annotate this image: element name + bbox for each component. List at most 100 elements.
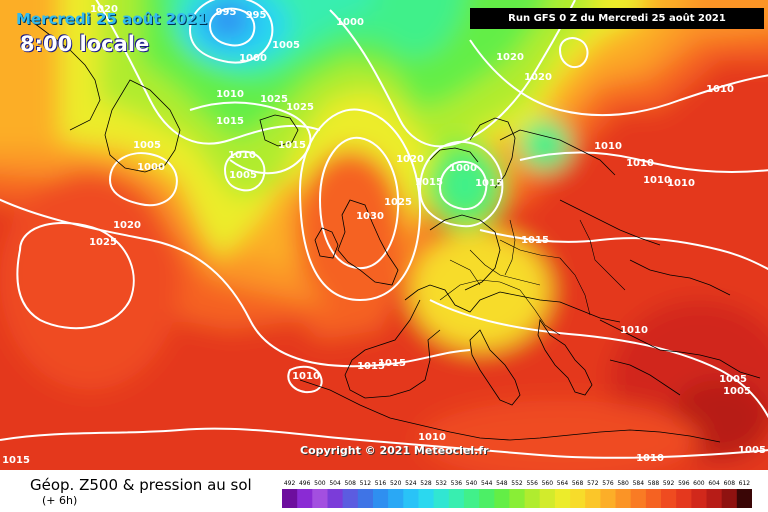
isobar-label: 1010	[643, 175, 671, 186]
scale-value-label: 516	[375, 480, 387, 487]
isobar-label: 1010	[418, 432, 446, 443]
isobar-label: 1000	[137, 162, 165, 173]
scale-value-label: 564	[557, 480, 569, 487]
scale-swatch	[706, 489, 723, 508]
scale-value-label: 580	[617, 480, 629, 487]
scale-swatch	[736, 489, 752, 508]
isobar-label: 1010	[216, 89, 244, 100]
isobar-label: 995	[246, 10, 267, 21]
scale-value-label: 576	[602, 480, 614, 487]
isobar-label: 1020	[90, 4, 118, 15]
scale-value-label: 560	[542, 480, 554, 487]
scale-value-label: 508	[344, 480, 356, 487]
isobar-label: 1015	[357, 361, 385, 372]
scale-swatch	[463, 489, 480, 508]
isobar-label: 1010	[706, 84, 734, 95]
isobar-label: 1010	[292, 371, 320, 382]
isobar-label: 1005	[723, 386, 751, 397]
scale-value-label: 604	[708, 480, 720, 487]
isobar-label: 1005	[272, 40, 300, 51]
scale-swatch	[721, 489, 738, 508]
scale-swatch	[282, 489, 298, 508]
isobar-label: 1005	[229, 170, 257, 181]
scale-value-label: 544	[481, 480, 493, 487]
isobar-label: 1020	[524, 72, 552, 83]
isobar-label: 1020	[113, 220, 141, 231]
isobar-label: 1005	[719, 374, 747, 385]
scale-swatch	[509, 489, 526, 508]
coastlines	[29, 19, 761, 443]
isobar-label: 1025	[286, 102, 314, 113]
isobar-label: 1000	[449, 163, 477, 174]
scale-value-label: 512	[360, 480, 372, 487]
scale-swatch	[297, 489, 313, 508]
isobar-label: 1015	[415, 177, 443, 188]
scale-swatch	[327, 489, 344, 508]
isobar-label: 995	[216, 7, 237, 18]
scale-value-label: 520	[390, 480, 402, 487]
scale-swatch	[403, 489, 419, 508]
scale-value-label: 572	[587, 480, 599, 487]
scale-swatch	[448, 489, 465, 508]
scale-value-label: 504	[329, 480, 341, 487]
isobar-label: 1010	[228, 150, 256, 161]
scale-value-label: 492	[284, 480, 296, 487]
isobar-label: 1015	[521, 235, 549, 246]
scale-value-label: 592	[663, 480, 675, 487]
scale-swatch	[494, 489, 510, 508]
scale-swatch	[630, 489, 647, 508]
scale-value-label: 584	[633, 480, 645, 487]
country-borders	[439, 219, 626, 336]
scale-value-label: 552	[511, 480, 523, 487]
isobar-label: 1005	[133, 140, 161, 151]
scale-swatch	[570, 489, 586, 508]
color-scale-legend: 492 496 500 504 508 512 516 520 524 528 532 536 540 5…	[282, 480, 752, 508]
scale-swatch	[615, 489, 632, 508]
scale-swatch	[661, 489, 677, 508]
scale-value-label: 588	[648, 480, 660, 487]
scale-swatch	[342, 489, 359, 508]
scale-swatch	[433, 489, 450, 508]
scale-value-label: 524	[405, 480, 417, 487]
scale-swatch	[357, 489, 374, 508]
copyright-notice: Copyright © 2021 Meteociel.fr	[300, 444, 489, 457]
isobar-label: 1020	[496, 52, 524, 63]
isobar-label: 1020	[396, 154, 424, 165]
scale-value-label: 568	[572, 480, 584, 487]
isobar-label: 1025	[260, 94, 288, 105]
isobar-label: 1000	[239, 53, 267, 64]
isobar-label: 1015	[2, 455, 30, 466]
geopotential-field	[0, 0, 768, 470]
isobar-label: 1010	[594, 141, 622, 152]
scale-swatch	[418, 489, 435, 508]
local-time-label: 8:00 locale	[20, 32, 150, 56]
isobar-label: 1025	[384, 197, 412, 208]
isobar-label: 1010	[636, 453, 664, 464]
isobar-label: 1025	[89, 237, 117, 248]
scale-swatch	[539, 489, 556, 508]
scale-value-label: 540	[466, 480, 478, 487]
scale-value-label: 608	[724, 480, 736, 487]
isobar-lines	[0, 0, 768, 458]
scale-value-label: 496	[299, 480, 311, 487]
scale-swatch	[691, 489, 708, 508]
isobar-label: 1015	[475, 178, 503, 189]
scale-swatch	[524, 489, 541, 508]
scale-value-label: 556	[526, 480, 538, 487]
scale-value-label: 536	[451, 480, 463, 487]
isobar-label: 1015	[216, 116, 244, 127]
isobar-label: 1000	[336, 17, 364, 28]
isobar-label: 1005	[738, 445, 766, 456]
forecast-date-label: Mercredi 25 août 2021	[16, 10, 208, 28]
scale-value-label: 612	[739, 480, 751, 487]
scale-swatch	[676, 489, 692, 508]
isobar-label: 1010	[667, 178, 695, 189]
isobar-label: 1015	[378, 358, 406, 369]
isobar-label: 1030	[356, 211, 384, 222]
scale-value-label: 548	[496, 480, 508, 487]
scale-swatch	[388, 489, 404, 508]
isobar-label: 1010	[620, 325, 648, 336]
scale-value-label: 500	[314, 480, 326, 487]
